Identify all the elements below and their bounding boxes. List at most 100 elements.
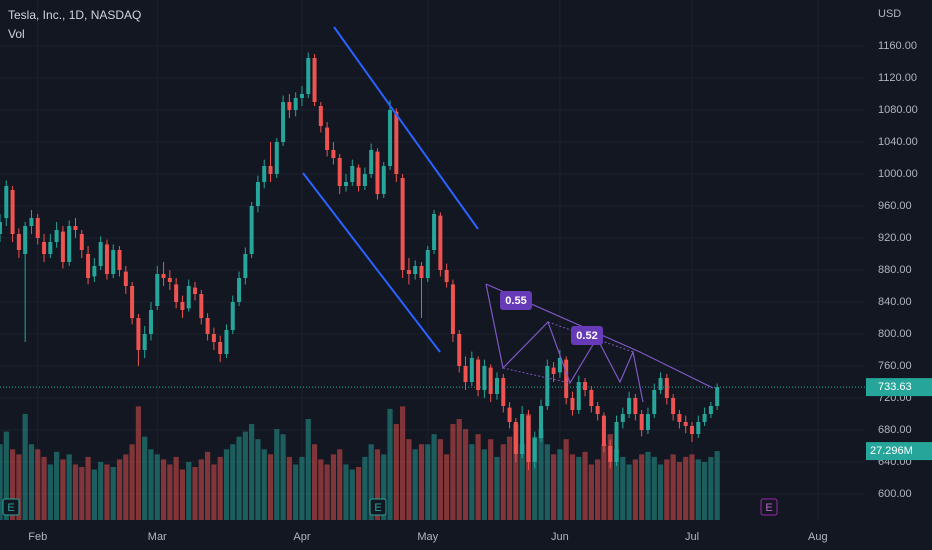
x-tick-label: Feb — [28, 531, 47, 543]
candle-body — [211, 334, 216, 342]
candle-body — [54, 230, 59, 242]
volume-bar — [230, 444, 236, 520]
candle-body — [463, 366, 468, 382]
x-tick-label: Aug — [808, 531, 828, 543]
candle-body — [432, 214, 437, 250]
volume-bar — [22, 413, 28, 520]
volume-bar — [569, 454, 576, 520]
candle-body — [331, 150, 336, 158]
candle-body — [73, 226, 78, 230]
volume-bar — [374, 449, 381, 520]
volume-bar — [192, 466, 198, 520]
volume-bar — [683, 456, 689, 520]
candle-body — [224, 330, 229, 354]
candle-body — [520, 414, 525, 454]
candle-body — [325, 127, 330, 150]
candle-body — [444, 270, 449, 282]
candle-body — [92, 266, 97, 277]
earnings-marker: E — [7, 502, 14, 514]
candle-body — [123, 271, 128, 286]
volume-bar — [318, 459, 324, 520]
volume-bar — [494, 456, 500, 520]
y-tick-label: 1120.00 — [878, 72, 917, 84]
volume-bar — [387, 408, 393, 520]
y-tick-label: 800.00 — [878, 328, 912, 340]
volume-bar — [3, 431, 9, 520]
volume-bar — [167, 464, 173, 520]
candle-body — [130, 286, 135, 318]
volume-bar — [368, 444, 374, 520]
volume-bar — [513, 424, 519, 520]
volume-bar — [595, 459, 601, 520]
y-tick-label: 1000.00 — [878, 168, 918, 180]
volume-bar — [701, 461, 708, 520]
candle-body — [690, 426, 694, 434]
candle-body — [551, 367, 556, 374]
volume-bar — [179, 469, 186, 520]
candle-body — [205, 318, 210, 334]
volume-bar — [544, 444, 550, 520]
candle-body — [16, 234, 21, 250]
volume-bar — [205, 451, 211, 520]
volume-bar — [481, 449, 487, 520]
candle-body — [344, 182, 348, 186]
pattern-line — [485, 283, 714, 389]
volume-bar — [393, 424, 399, 520]
candle-body — [29, 218, 34, 226]
candle-body — [658, 378, 663, 390]
earnings-box — [2, 498, 20, 516]
volume-bar — [54, 451, 60, 520]
axes: 600.00640.00680.00720.00760.00800.00840.… — [28, 40, 932, 543]
volume-bar — [324, 464, 330, 520]
candle-body — [356, 167, 361, 186]
volume-bar — [91, 469, 97, 520]
volume-bar — [488, 439, 494, 520]
last-price-label: 733.63 — [878, 381, 912, 393]
candle-body — [482, 366, 487, 390]
volume-bar — [160, 459, 167, 520]
volume-bar — [714, 451, 720, 520]
candle-body — [299, 94, 304, 98]
volume-bar — [708, 456, 714, 520]
volume-bar — [400, 406, 406, 520]
candle-body — [274, 142, 279, 174]
volume-bar — [135, 406, 141, 520]
drawings — [302, 26, 714, 403]
volume-bar — [79, 466, 85, 520]
volume-bar — [299, 456, 305, 520]
last-price-box — [866, 378, 932, 397]
volume-bar — [47, 464, 53, 520]
volume-bar — [0, 444, 3, 520]
volume-bar — [639, 454, 645, 520]
candle-body — [67, 226, 72, 262]
volume-bar — [456, 419, 462, 520]
volume-bar — [601, 444, 607, 520]
candle-body — [287, 102, 292, 110]
volume-bar — [632, 459, 638, 520]
volume-bar — [255, 439, 261, 520]
candle-body — [469, 358, 474, 382]
candle-body — [539, 406, 544, 438]
x-tick-label: May — [417, 531, 438, 543]
candle-body — [174, 284, 179, 302]
volume-bar — [41, 456, 47, 520]
candle-body — [476, 359, 481, 390]
candle-body — [394, 111, 399, 174]
candle-body — [281, 102, 286, 142]
volume-bar — [551, 454, 557, 520]
earnings-markers: E E E — [2, 498, 778, 516]
y-tick-label: 760.00 — [878, 360, 912, 372]
candle-body — [249, 206, 254, 254]
volume-bar — [16, 454, 22, 520]
candle-body — [10, 190, 15, 234]
candle-body — [337, 158, 342, 186]
earnings-marker: E — [765, 502, 772, 514]
price-pane — [0, 52, 865, 470]
candle-body — [438, 215, 443, 270]
candle-body — [218, 342, 223, 354]
volume-bar — [500, 444, 506, 520]
candle-body — [419, 266, 424, 278]
candle-body — [425, 250, 430, 278]
volume-bar — [211, 464, 217, 520]
candle-body — [142, 334, 147, 350]
